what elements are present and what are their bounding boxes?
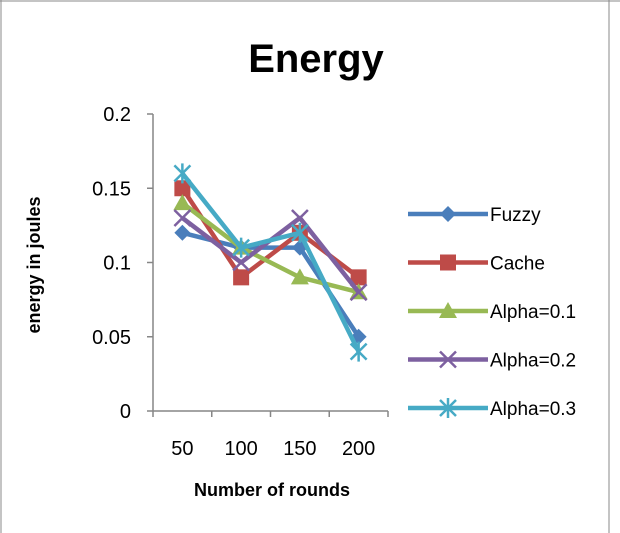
data-point-cache (174, 180, 191, 197)
y-tick-label: 0.15 (92, 178, 131, 200)
x-tick-label: 100 (224, 438, 257, 460)
x-tick-label: 50 (171, 438, 193, 460)
series-line-alpha-0-3 (180, 172, 361, 353)
data-point-cache (233, 269, 250, 286)
data-point-alpha-0-3 (232, 237, 251, 258)
x-tick-label: 200 (342, 438, 375, 460)
legend-label: Fuzzy (490, 205, 541, 226)
legend-item: Cache (408, 254, 545, 275)
legend-marker (439, 398, 457, 418)
series-layer (173, 163, 368, 362)
y-tick-label: 0.1 (103, 253, 131, 275)
series-alpha-0-3 (173, 163, 368, 362)
legend-item: Alpha=0.1 (408, 302, 576, 323)
legend-label: Alpha=0.1 (490, 302, 576, 323)
legend-item: Alpha=0.3 (408, 398, 576, 420)
data-point-alpha-0-2 (290, 209, 309, 227)
legend-label: Cache (490, 254, 545, 275)
legend-label: Alpha=0.3 (490, 399, 576, 420)
legend-marker (439, 350, 457, 369)
data-point-alpha-0-2 (232, 253, 251, 272)
data-point-alpha-0-2 (173, 209, 192, 227)
chart-title: Energy (248, 37, 384, 81)
data-point-fuzzy (174, 224, 191, 241)
data-point-alpha-0-1 (173, 194, 192, 211)
series-line-alpha-0-1 (181, 201, 360, 295)
legend-marker (440, 206, 456, 222)
legend: Fuzzy Cache Alpha=0.1 Alpha=0.2 Alpha=0.3 (408, 205, 576, 420)
data-point-alpha-0-2 (349, 283, 368, 302)
y-tick-label: 0 (120, 401, 131, 423)
data-point-alpha-0-3 (290, 222, 309, 243)
data-point-alpha-0-3 (173, 163, 192, 184)
axes: 0 0.05 0.1 0.15 0.2 50 100 150 200 (92, 104, 389, 460)
legend-item: Fuzzy (408, 205, 541, 226)
x-tick-label: 150 (283, 438, 316, 460)
y-tick-label: 0.05 (92, 327, 131, 349)
data-point-alpha-0-3 (349, 341, 368, 362)
data-point-cache (350, 269, 367, 286)
x-axis-label: Number of rounds (194, 480, 350, 500)
legend-item: Alpha=0.2 (408, 351, 576, 372)
y-tick-label: 0.2 (103, 104, 131, 126)
legend-marker (439, 302, 457, 318)
legend-marker (440, 254, 456, 271)
legend-label: Alpha=0.2 (490, 351, 576, 372)
y-axis-label: energy in joules (24, 196, 44, 333)
data-point-alpha-0-1 (290, 268, 309, 285)
